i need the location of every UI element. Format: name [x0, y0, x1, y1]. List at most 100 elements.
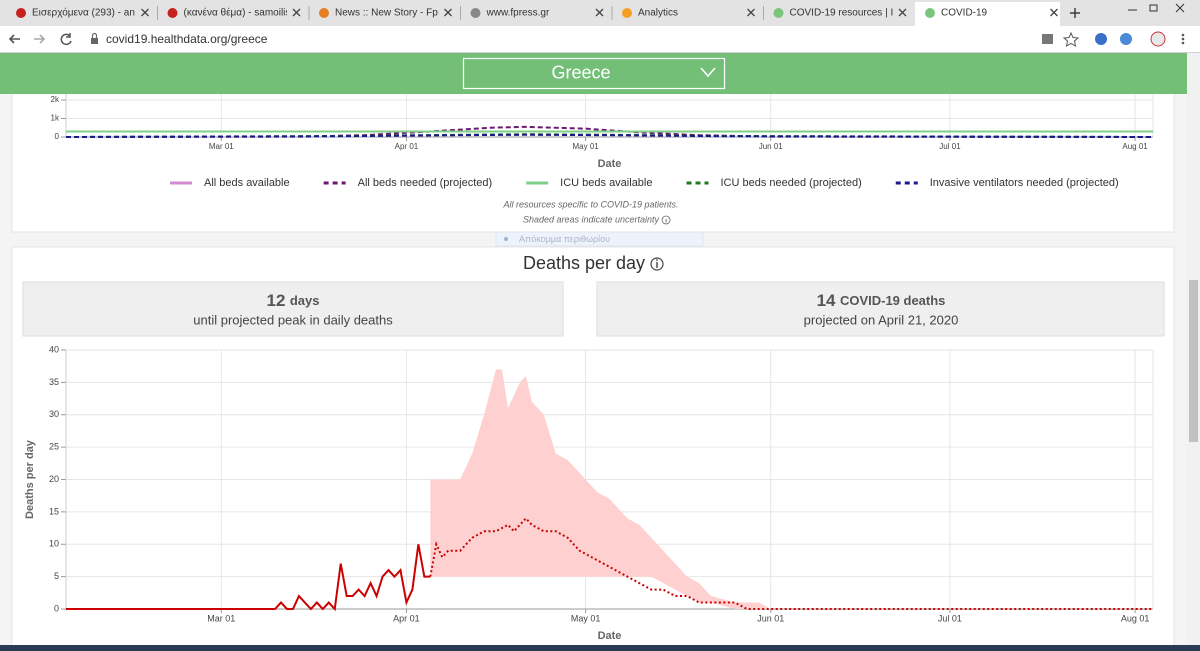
- x-tick-label: Mar 01: [209, 142, 234, 151]
- x-tick-label: Apr 01: [393, 613, 420, 623]
- reload-button[interactable]: [60, 33, 72, 46]
- x-tick-label: Jul 01: [939, 142, 961, 151]
- tab-icon: [773, 8, 784, 18]
- y-tick-label: 0: [55, 132, 60, 141]
- url[interactable]: covid19.healthdata.org/greece: [106, 32, 268, 46]
- y-tick-label: 1k: [51, 114, 60, 123]
- tab-label-clip: www.fpress.gr: [487, 8, 550, 19]
- tab[interactable]: News :: New Story - Fpres: [319, 6, 461, 20]
- stat-box: [596, 281, 1165, 337]
- y-tick-label: 0: [54, 603, 59, 613]
- tab-close[interactable]: [595, 8, 604, 17]
- tab-icon: [167, 8, 178, 18]
- legend-label: ICU beds available: [560, 177, 652, 189]
- series-line: [65, 133, 1154, 138]
- x-tick-label: Jun 01: [759, 142, 784, 151]
- tab[interactable]: COVID-19 resources | Inst: [773, 8, 907, 19]
- new-tab[interactable]: [1070, 8, 1080, 18]
- info-icon: [650, 257, 664, 271]
- tabs: Εισερχόμενα (293) - anni (κανένα θέμα) - …: [16, 2, 1067, 26]
- x-axis-label: Date: [598, 630, 622, 642]
- stat-headline: 12 days: [266, 291, 319, 310]
- series-line: [429, 516, 1153, 610]
- tab[interactable]: COVID-19: [915, 2, 1067, 26]
- x-tick-label: Jul 01: [938, 613, 962, 623]
- legend-label: All beds available: [204, 177, 290, 189]
- tab[interactable]: Analytics: [622, 6, 764, 20]
- x-tick-label: May 01: [571, 613, 601, 623]
- tab-label-clip: Εισερχόμενα (293) - anni: [32, 7, 143, 19]
- tab-icon: [622, 8, 632, 18]
- stat-headline: 14 COVID-19 deaths: [817, 291, 946, 310]
- lock-icon: [91, 32, 98, 44]
- tab-close[interactable]: [292, 8, 301, 17]
- y-axis-label: Deaths per day: [24, 439, 36, 519]
- chart-note: All resources specific to COVID-19 patie…: [502, 199, 678, 209]
- y-tick-label: 2k: [51, 95, 60, 104]
- stat-caption: projected on April 21, 2020: [804, 312, 959, 327]
- location-name: Greece: [551, 62, 610, 82]
- tab-label-clip: (κανένα θέμα) - samoilis: [184, 7, 291, 19]
- legend-label: All beds needed (projected): [358, 177, 493, 189]
- tooltip-box: [495, 231, 704, 247]
- x-tick-label: May 01: [572, 142, 599, 151]
- tab-title: COVID-19 resources | Inst: [790, 8, 907, 19]
- tab-close[interactable]: [747, 8, 755, 17]
- stat-number: 14: [817, 291, 836, 310]
- taskbar: [0, 645, 1200, 651]
- x-tick-label: Mar 01: [207, 613, 235, 623]
- charts: 0 1k 2k Mar 01 Apr 01 May 01 Jun 01 Jul 01 Aug 0…: [24, 94, 1154, 642]
- tab-label-clip: Analytics: [638, 8, 678, 19]
- series-line: [66, 544, 431, 612]
- tab-title: (κανένα θέμα) - samoilis: [184, 7, 291, 19]
- tab-background: [915, 2, 1060, 26]
- legend-label: Invasive ventilators needed (projected): [930, 177, 1119, 189]
- tab[interactable]: Εισερχόμενα (293) - anni: [16, 6, 158, 20]
- x-tick-label: Jun 01: [757, 613, 784, 623]
- tab-icon: [16, 8, 26, 18]
- tab-label-clip: COVID-19: [941, 8, 988, 19]
- tab-icon: [470, 8, 481, 18]
- tab-label-clip: News :: New Story - Fpres: [335, 8, 452, 19]
- stat-number: 12: [266, 291, 285, 310]
- back-button[interactable]: [8, 34, 20, 44]
- tab[interactable]: www.fpress.gr: [470, 6, 613, 20]
- stat-unit: days: [290, 293, 320, 308]
- y-tick-label: 15: [49, 506, 59, 516]
- tab-icon: [319, 8, 329, 18]
- x-tick-label: Aug 01: [1121, 613, 1150, 623]
- x-tick-label: Aug 01: [1122, 142, 1148, 151]
- tooltip-icon: [504, 237, 508, 241]
- y-tick-label: 5: [54, 571, 59, 581]
- tab-title: News :: New Story - Fpres: [335, 8, 452, 19]
- y-tick-label: 10: [49, 539, 59, 549]
- tab-title: Εισερχόμενα (293) - anni: [32, 7, 143, 19]
- tab-title: Analytics: [638, 8, 678, 19]
- tab-label-clip: COVID-19 resources | Inst: [790, 8, 907, 19]
- info-icon: [661, 215, 671, 225]
- dropdown-chevron: [700, 67, 716, 78]
- tab-close[interactable]: [141, 8, 149, 17]
- tooltip: Απόκομμα περιθωρίου: [495, 231, 704, 247]
- chart-note: Shaded areas indicate uncertainty: [523, 214, 660, 224]
- tab-close[interactable]: [444, 8, 452, 17]
- forward-button[interactable]: [34, 34, 46, 44]
- x-axis-label: Date: [598, 158, 622, 170]
- y-tick-label: 30: [49, 409, 59, 419]
- tab-close[interactable]: [898, 8, 907, 17]
- stat-box: [22, 281, 564, 337]
- legend-label: ICU beds needed (projected): [721, 177, 862, 189]
- tab-close[interactable]: [1050, 8, 1058, 17]
- toolbar: [0, 26, 1200, 53]
- scrollbar-thumb[interactable]: [1189, 280, 1198, 442]
- window-controls: [1128, 3, 1185, 13]
- tab-icon: [925, 8, 935, 18]
- location-dropdown[interactable]: [462, 57, 726, 90]
- y-tick-label: 35: [49, 377, 59, 387]
- tab[interactable]: (κανένα θέμα) - samoilis: [167, 6, 310, 20]
- tooltip-text: Απόκομμα περιθωρίου: [519, 234, 610, 244]
- y-tick-label: 20: [49, 474, 59, 484]
- x-tick-label: Apr 01: [395, 142, 419, 151]
- chart: 0 1k 2k Mar 01 Apr 01 May 01 Jun 01 Jul 01 Aug 0…: [51, 94, 1154, 225]
